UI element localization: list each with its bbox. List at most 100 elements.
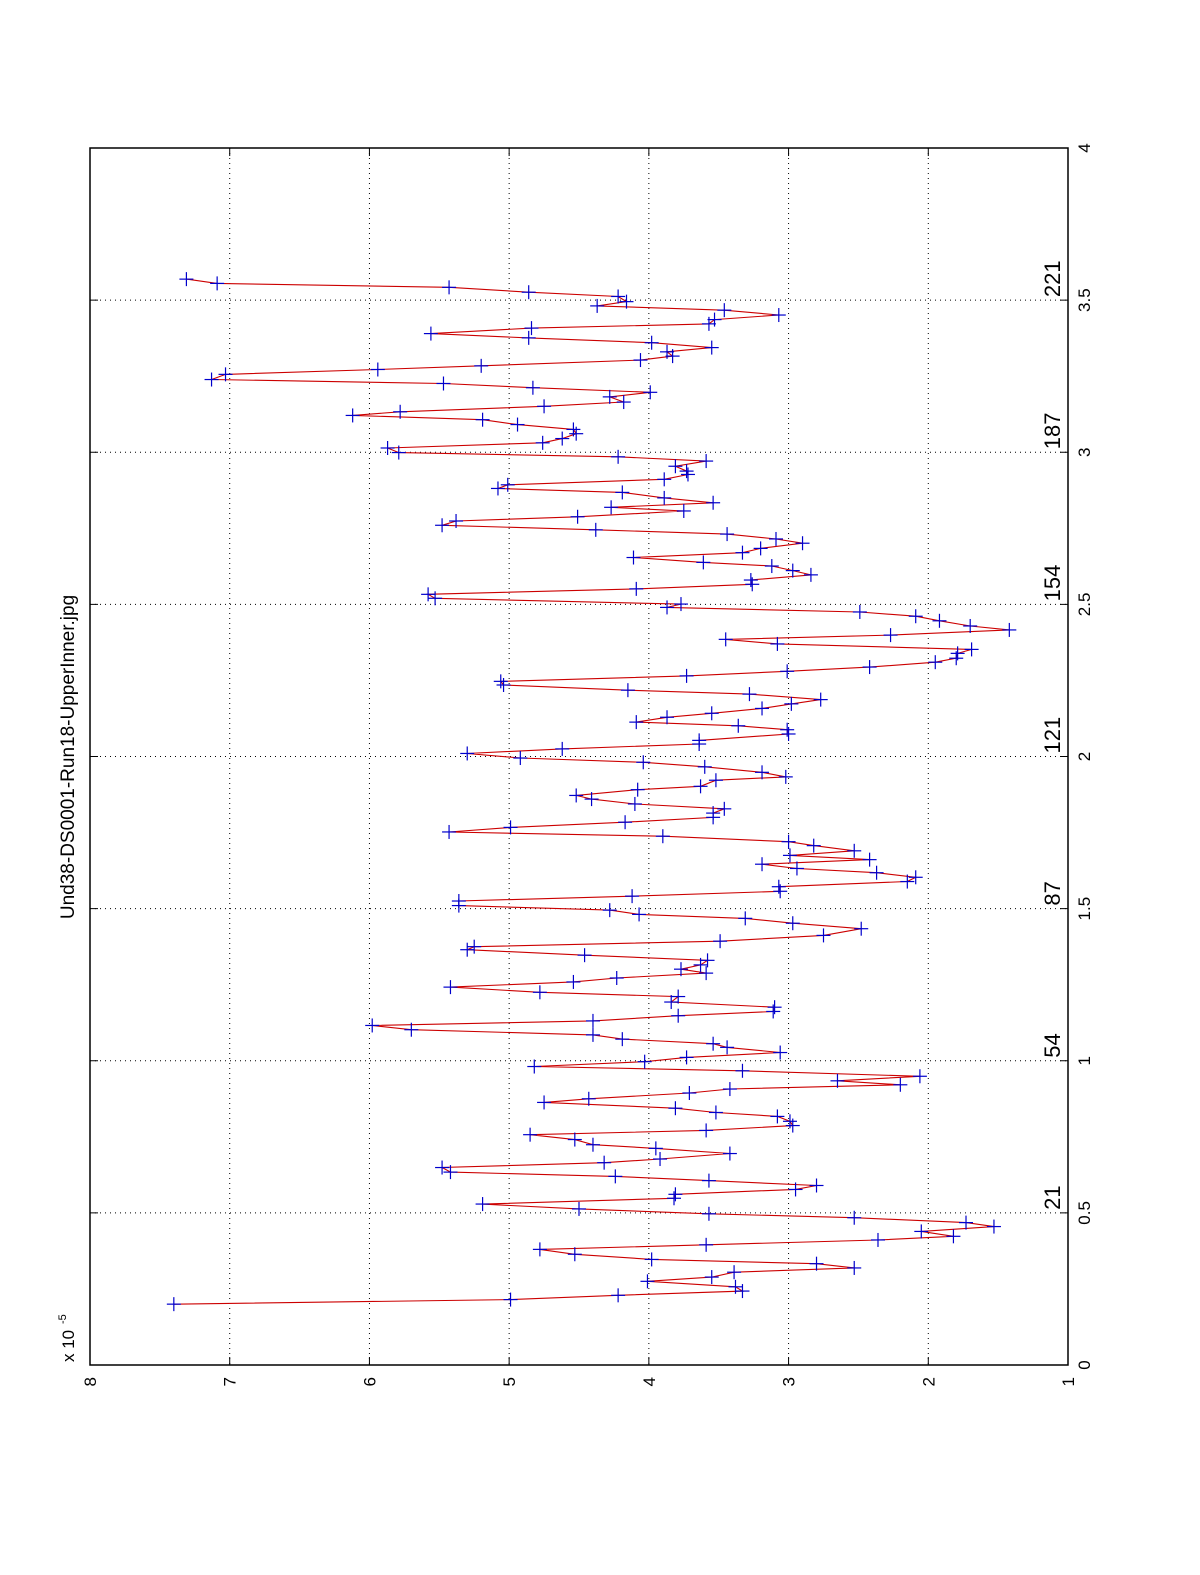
data-point <box>475 1197 490 1212</box>
data-point <box>664 995 679 1010</box>
x-tick-label: 2 <box>1075 752 1094 761</box>
data-point <box>735 545 750 560</box>
data-point <box>699 1237 714 1252</box>
data-point <box>699 1123 714 1138</box>
data-point <box>500 477 515 492</box>
data-point <box>629 581 644 596</box>
data-point <box>475 412 490 427</box>
data-point <box>585 1027 600 1042</box>
data-point <box>602 389 617 404</box>
data-point <box>767 1000 782 1015</box>
data-point <box>667 1191 682 1206</box>
data-point <box>854 921 869 936</box>
data-point <box>537 399 552 414</box>
data-point <box>521 330 536 345</box>
data-point <box>555 741 570 756</box>
data-point <box>986 1219 1001 1234</box>
x-tick-label: 4 <box>1075 143 1094 152</box>
data-point <box>914 1224 929 1239</box>
data-point <box>735 1063 750 1078</box>
data-point <box>620 683 635 698</box>
data-point <box>532 985 547 1000</box>
data-point <box>604 500 619 515</box>
data-point <box>503 1292 518 1307</box>
data-point <box>567 1132 582 1147</box>
data-point <box>704 340 719 355</box>
data-point <box>701 316 716 331</box>
data-point <box>773 1045 788 1060</box>
data-point <box>625 889 640 904</box>
data-point <box>706 495 721 510</box>
data-point <box>671 1008 686 1023</box>
data-point <box>590 298 605 313</box>
data-series <box>166 272 1017 1312</box>
data-point <box>204 372 219 387</box>
data-point <box>720 527 735 542</box>
grid-lines <box>90 148 1068 1365</box>
data-point <box>946 1229 961 1244</box>
data-point <box>370 362 385 377</box>
data-point <box>644 335 659 350</box>
data-point <box>671 989 686 1004</box>
data-point <box>692 733 707 748</box>
data-point <box>435 518 450 533</box>
data-point <box>443 980 458 995</box>
series-line <box>173 278 1010 1305</box>
data-point <box>467 939 482 954</box>
data-point <box>883 628 898 643</box>
data-point <box>668 459 683 474</box>
data-point <box>869 865 884 880</box>
data-point <box>679 464 694 479</box>
data-point <box>626 550 641 565</box>
data-point <box>768 531 783 546</box>
data-point <box>704 1270 719 1285</box>
data-point <box>660 344 675 359</box>
data-point <box>460 746 475 761</box>
data-point <box>566 974 581 989</box>
data-point <box>847 843 862 858</box>
data-point <box>569 788 584 803</box>
tick-labels: 0 0.5 1 1.5 2 2.5 3 3.5 4 1 2 3 4 5 6 7 8 21 54 87 121 154 187… <box>81 143 1094 1386</box>
data-point <box>673 962 688 977</box>
data-point <box>755 765 770 780</box>
data-point <box>566 422 581 437</box>
data-point <box>525 380 540 395</box>
data-point <box>527 1059 542 1074</box>
data-point <box>717 303 732 318</box>
data-point <box>706 806 721 821</box>
data-point <box>682 1086 697 1101</box>
x-tick-label: 3.5 <box>1075 288 1094 312</box>
data-point <box>700 953 715 968</box>
data-point <box>742 687 757 702</box>
y-tick-label: 3 <box>780 1377 799 1386</box>
data-point <box>727 1265 742 1280</box>
data-point <box>699 966 714 981</box>
data-point <box>701 1173 716 1188</box>
data-point <box>788 1182 803 1197</box>
data-point <box>567 1247 582 1262</box>
data-point <box>648 1141 663 1156</box>
data-point <box>701 1206 716 1221</box>
data-point <box>611 289 626 304</box>
data-point <box>908 609 923 624</box>
data-point <box>490 481 505 496</box>
data-point <box>959 1215 974 1230</box>
x-tick-label: 1.5 <box>1075 897 1094 921</box>
y-tick-label: 8 <box>81 1377 100 1386</box>
data-point <box>493 674 508 689</box>
data-point <box>893 1077 908 1092</box>
data-point <box>809 1178 824 1193</box>
data-point <box>728 1279 743 1294</box>
data-point <box>668 1101 683 1116</box>
data-point <box>435 1160 450 1175</box>
data-point <box>696 555 711 570</box>
data-point <box>764 559 779 574</box>
data-point <box>697 759 712 774</box>
data-point <box>912 1069 927 1084</box>
data-point <box>847 1210 862 1225</box>
data-point <box>608 1169 623 1184</box>
data-point <box>657 472 672 487</box>
data-point <box>615 1032 630 1047</box>
data-point <box>852 604 867 619</box>
